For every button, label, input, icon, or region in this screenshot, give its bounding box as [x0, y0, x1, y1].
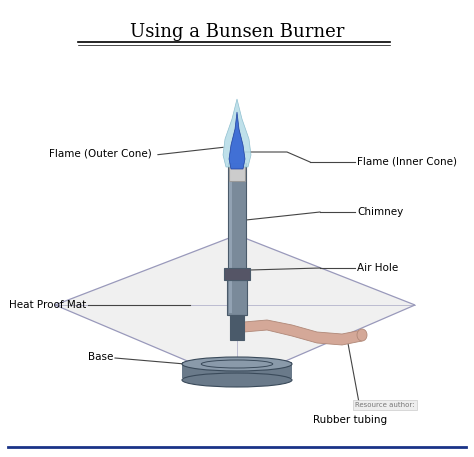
Text: Flame (Inner Cone): Flame (Inner Cone)	[357, 157, 457, 167]
Polygon shape	[223, 99, 251, 167]
Polygon shape	[55, 235, 415, 382]
Ellipse shape	[182, 373, 292, 387]
Bar	[229, 165, 232, 313]
Text: Rubber tubing: Rubber tubing	[313, 415, 387, 425]
Text: Flame (Outer Cone): Flame (Outer Cone)	[49, 149, 152, 159]
Text: Air Hole: Air Hole	[357, 263, 398, 273]
Bar	[229, 163, 245, 181]
Text: Base: Base	[88, 352, 113, 362]
Polygon shape	[244, 320, 362, 345]
Text: Chimney: Chimney	[357, 207, 403, 217]
Text: Using a Bunsen Burner: Using a Bunsen Burner	[130, 23, 344, 41]
Text: Resource author:: Resource author:	[355, 402, 414, 408]
Bar	[224, 268, 250, 280]
Bar	[227, 280, 247, 315]
Ellipse shape	[357, 329, 367, 341]
Ellipse shape	[182, 357, 292, 371]
Bar	[182, 362, 292, 378]
Polygon shape	[229, 112, 245, 169]
Bar	[228, 163, 246, 315]
Text: Heat Proof Mat: Heat Proof Mat	[9, 300, 86, 310]
Bar	[230, 315, 244, 340]
